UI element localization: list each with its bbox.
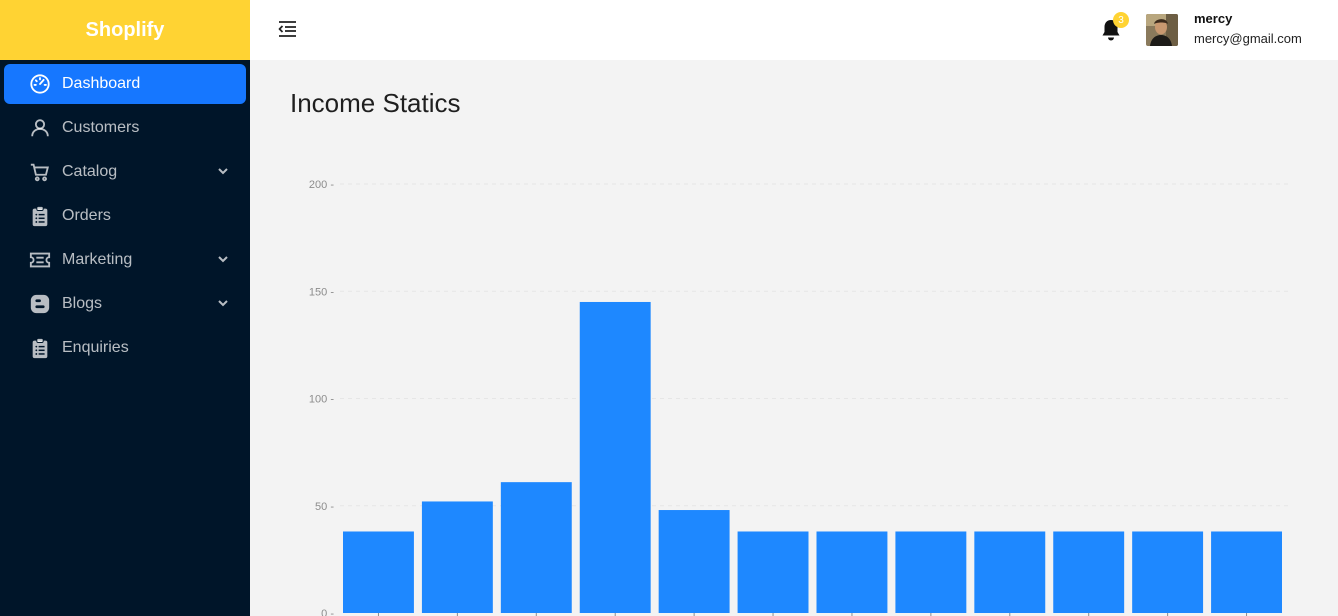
chart-bar[interactable] [1132, 531, 1204, 613]
sidebar-item-label: Customers [62, 119, 140, 136]
chart-bar[interactable] [579, 301, 651, 613]
y-tick-label: 100 - [309, 394, 334, 406]
chart-bar[interactable] [658, 510, 730, 613]
y-tick-label: 50 - [315, 501, 334, 513]
user-email: mercy@gmail.com [1194, 31, 1302, 46]
notification-badge: 3 [1113, 12, 1129, 28]
sidebar-item-label: Orders [62, 207, 111, 224]
chart-bar[interactable] [421, 501, 493, 613]
ticket-icon [28, 248, 52, 272]
sidebar-item-orders[interactable]: Orders [4, 196, 246, 236]
chart-bar[interactable] [343, 531, 414, 613]
sidebar-item-marketing[interactable]: Marketing [4, 240, 246, 280]
sidebar: Shoplify Dashboard Customers Catalog [0, 0, 250, 616]
y-tick-label: 200 - [309, 179, 334, 191]
sidebar-item-customers[interactable]: Customers [4, 108, 246, 148]
brand-name: Shoplify [85, 18, 165, 41]
cart-icon [28, 160, 52, 184]
page-title: Income Statics [290, 88, 461, 118]
user-name: mercy [1194, 11, 1233, 26]
dashboard-icon [28, 72, 52, 96]
chevron-down-icon[interactable] [216, 252, 230, 266]
top-header: 3 mercy mercy@gmail.com [250, 0, 1338, 60]
sidebar-item-catalog[interactable]: Catalog [4, 152, 246, 192]
clipboard-icon [28, 204, 52, 228]
sidebar-menu: Dashboard Customers Catalog Orders Ma [0, 60, 250, 368]
brand-logo[interactable]: Shoplify [0, 0, 250, 60]
chart-bar[interactable] [974, 531, 1046, 613]
income-bar-chart: 0 - 50 - 100 - 150 - 200 - [309, 179, 1290, 616]
blogger-icon [28, 292, 52, 316]
user-icon [28, 116, 52, 140]
sidebar-item-enquiries[interactable]: Enquiries [4, 328, 246, 368]
chart-bar[interactable] [1053, 531, 1125, 613]
chevron-down-icon[interactable] [216, 164, 230, 178]
sidebar-item-label: Blogs [62, 295, 103, 312]
sidebar-item-dashboard[interactable]: Dashboard [4, 64, 246, 104]
chart-bar[interactable] [895, 531, 967, 613]
menu-fold-icon[interactable] [277, 18, 299, 40]
sidebar-item-label: Catalog [62, 163, 118, 180]
avatar[interactable] [1146, 14, 1178, 46]
chart-bar[interactable] [737, 531, 809, 613]
y-tick-label: 150 - [309, 286, 334, 298]
chart-bar[interactable] [1211, 531, 1282, 613]
sidebar-item-label: Enquiries [62, 339, 129, 356]
y-tick-label: 0 - [321, 608, 334, 616]
sidebar-item-blogs[interactable]: Blogs [4, 284, 246, 324]
chart-bar[interactable] [500, 482, 572, 613]
sidebar-item-label: Dashboard [62, 75, 141, 92]
sidebar-item-label: Marketing [62, 251, 133, 268]
clipboard-icon [28, 336, 52, 360]
chevron-down-icon[interactable] [216, 296, 230, 310]
chart-bar[interactable] [816, 531, 888, 613]
